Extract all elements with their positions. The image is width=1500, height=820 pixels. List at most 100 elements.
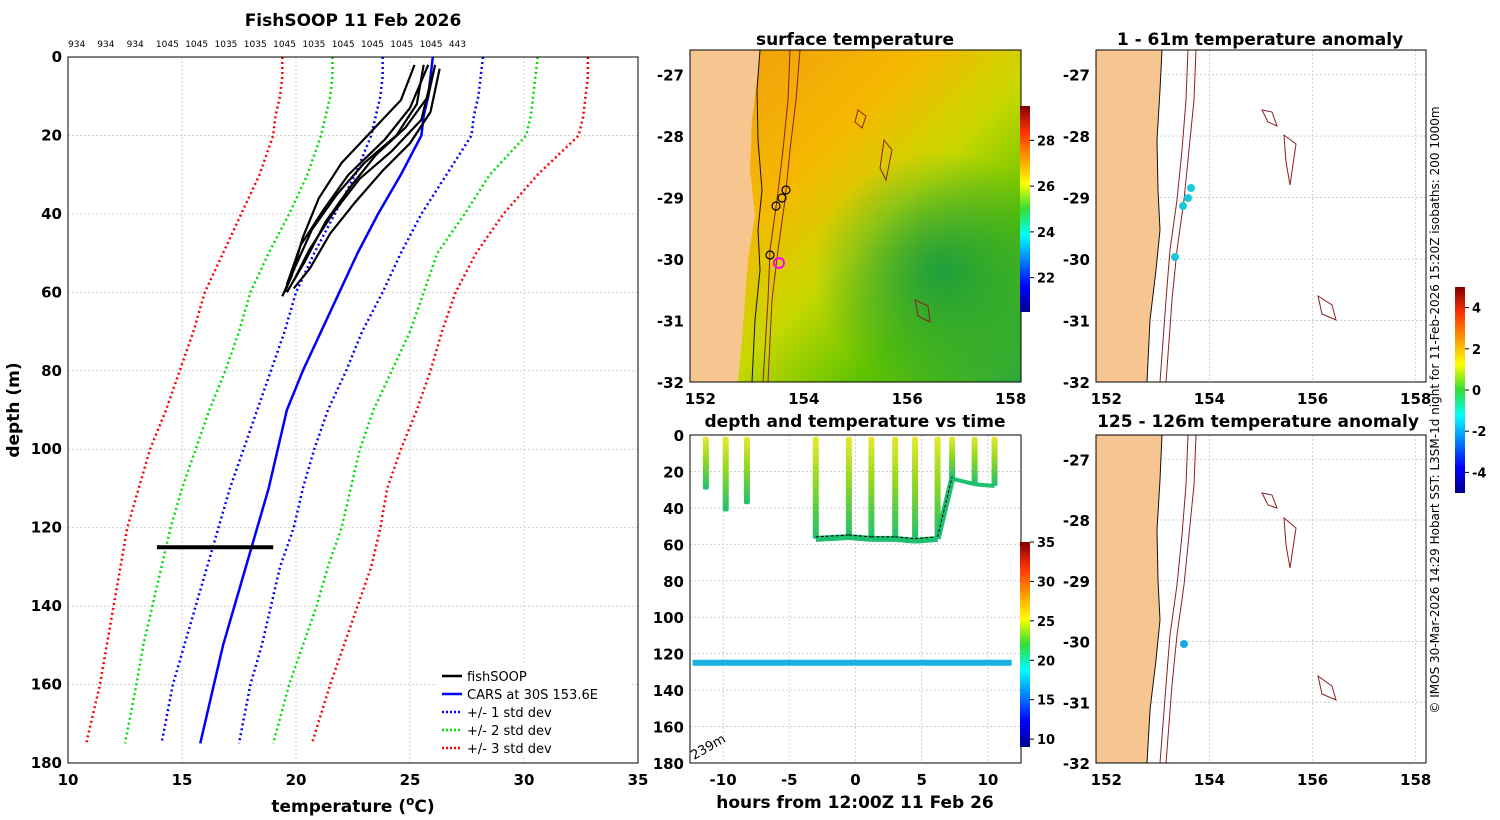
colorbar-tick-label: 20: [1037, 654, 1055, 669]
fishsoop-profile: [292, 68, 441, 290]
upper-anomaly-chart: 1 - 61m temperature anomaly 152 154 156 158…: [1063, 30, 1431, 408]
y-tick-label: 0: [674, 427, 684, 445]
sst-seamount: [879, 138, 893, 182]
y-tick-label: 160: [31, 676, 62, 694]
legend-box: [437, 663, 629, 757]
profile-count-label: 1045: [332, 40, 355, 50]
map-y-tick-label: -31: [1063, 694, 1090, 712]
lower-anomaly-ticks: 152 154 156 158 -27 -28 -29 -30 -31 -32: [1063, 451, 1431, 789]
cast-bottom-segment: [815, 534, 850, 542]
y-tick-label: 20: [41, 126, 62, 144]
map-x-tick-label: 156: [1297, 771, 1328, 789]
fishsoop-profile: [283, 64, 416, 293]
map-y-tick-label: -31: [657, 313, 684, 331]
profile-count-label: 443: [449, 40, 466, 50]
map-x-tick-label: 154: [1194, 771, 1225, 789]
colorbar-tick-label: 2: [1472, 343, 1481, 358]
legend-label: CARS at 30S 153.6E: [467, 688, 598, 703]
colorbar-tick-label: 26: [1037, 180, 1055, 195]
legend-label: +/- 1 std dev: [467, 706, 552, 721]
anomaly-colorbar-ticks: -4 -2 0 2 4: [1465, 302, 1486, 481]
cast-trace: [743, 436, 750, 505]
lower-anomaly-title: 125 - 126m temperature anomaly: [1097, 412, 1419, 432]
depth-time-colorbar-ticks: 10 15 20 25 30 35: [1030, 536, 1055, 748]
y-tick-label: 0: [52, 48, 62, 66]
y-tick-label: 180: [31, 754, 62, 772]
y-tick-label: 120: [31, 519, 62, 537]
map-x-tick-label: 154: [788, 390, 819, 408]
x-tick-label: -10: [710, 771, 737, 789]
map-y-tick-label: -29: [1063, 190, 1090, 208]
colorbar-tick-label: -4: [1472, 466, 1486, 481]
side-caption: © IMOS 30-Mar-2026 14:29 Hobart SST: L3S…: [1428, 106, 1442, 713]
cast-bottom-dash: [915, 536, 938, 540]
y-tick-label: 60: [41, 283, 62, 301]
lower-anomaly-point: [1180, 640, 1188, 648]
lower-land: [1096, 435, 1162, 763]
colorbar-tick-label: 35: [1037, 536, 1055, 551]
profile-count-label: 1045: [273, 40, 296, 50]
colorbar-tick-label: 10: [1037, 733, 1055, 748]
series-line-1: [160, 57, 384, 744]
colorbar-tick-label: 24: [1037, 226, 1055, 241]
sst-colorbar-ticks: 22 24 26 28: [1030, 134, 1055, 287]
profile-legend: fishSOOP CARS at 30S 153.6E +/- 1 std dev +…: [437, 663, 629, 757]
sst-current-position: [773, 257, 785, 269]
map-y-tick-label: -29: [1063, 573, 1090, 591]
sst-seamount: [854, 109, 867, 129]
x-tick-label: 25: [400, 771, 421, 789]
upper-anomaly-title: 1 - 61m temperature anomaly: [1117, 30, 1403, 50]
x-tick-label: 20: [286, 771, 307, 789]
cast-trace: [722, 436, 729, 512]
cast-trace: [845, 436, 852, 538]
map-x-tick-label: 154: [1194, 390, 1225, 408]
x-tick-label: 15: [172, 771, 193, 789]
cast-bottom-segment: [951, 476, 976, 487]
sst-title: surface temperature: [756, 30, 954, 50]
profile-count-label: 1035: [302, 40, 325, 50]
fishsoop-profile: [281, 64, 425, 297]
y-tick-label: 100: [31, 440, 62, 458]
profile-count-label: 934: [68, 40, 85, 50]
sst-cast-marker: [781, 185, 791, 195]
cast-trace: [702, 436, 709, 490]
profile-title: FishSOOP 11 Feb 2026: [245, 11, 462, 31]
colorbar-tick-label: 15: [1037, 694, 1055, 709]
x-tick-label: 0: [850, 771, 860, 789]
cast-trace: [971, 436, 978, 485]
depth-time-data: [692, 436, 1012, 666]
y-tick-label: 100: [653, 609, 684, 627]
map-x-tick-label: 152: [1091, 771, 1122, 789]
y-tick-label: 20: [663, 463, 684, 481]
fishsoop-profiles: [156, 64, 441, 550]
upper-anomaly-ticks: 152 154 156 158 -27 -28 -29 -30 -31 -32: [1063, 67, 1431, 408]
fishsoop-profile: [292, 72, 434, 282]
sst-cast-marker: [771, 201, 781, 211]
lower-anomaly-chart: 125 - 126m temperature anomaly 152 154 156…: [1063, 287, 1486, 789]
legend-label: fishSOOP: [467, 670, 527, 685]
cast-trace: [812, 436, 819, 539]
cast-trace: [991, 436, 998, 487]
lower-isobath-1000: [1165, 434, 1197, 764]
map-y-tick-label: -27: [1063, 67, 1090, 85]
cast-bottom-segment: [974, 482, 995, 489]
sst-field: [690, 50, 1021, 382]
sst-ticks: 152 154 156 158 -27 -28 -29 -30 -31 -32: [657, 67, 1026, 408]
y-tick-label: 140: [653, 682, 684, 700]
cast-bottom-dash: [895, 536, 916, 540]
map-y-tick-label: -28: [1063, 512, 1090, 530]
profile-ylabel: depth (m): [4, 362, 24, 457]
y-tick-label: 40: [41, 205, 62, 223]
legend-label: +/- 3 std dev: [467, 742, 552, 757]
map-x-tick-label: 158: [1400, 771, 1431, 789]
sst-cool-eddy: [800, 140, 1021, 380]
lower-seamount: [1317, 674, 1337, 701]
cast-trace: [912, 436, 919, 541]
lower-seamount: [1283, 516, 1297, 569]
x-tick-label: 5: [916, 771, 926, 789]
upper-seamount: [1261, 109, 1278, 127]
upper-anomaly-point: [1179, 202, 1187, 210]
map-y-tick-label: -30: [1063, 634, 1090, 652]
cast-bottom-dash: [848, 534, 872, 538]
